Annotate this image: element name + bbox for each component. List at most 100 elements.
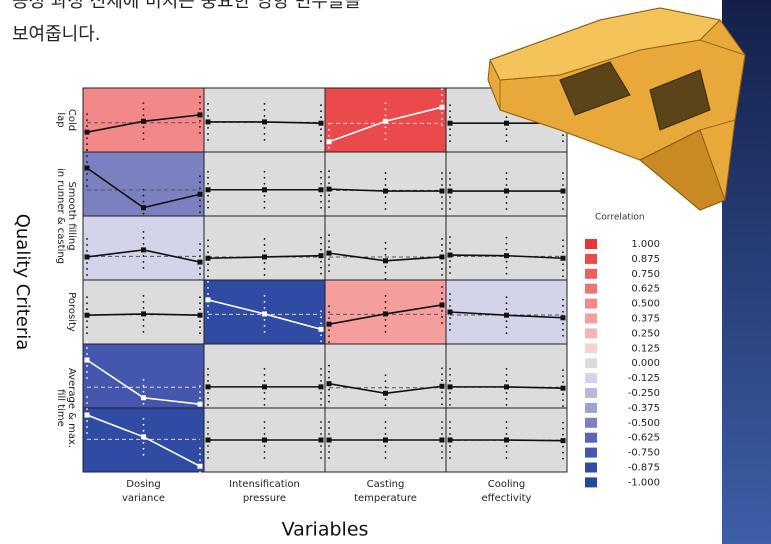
y-axis-label: Quality Criteria — [12, 214, 33, 351]
sample-dot — [207, 115, 209, 117]
sample-dot — [143, 307, 145, 309]
sample-dot — [264, 238, 266, 240]
sample-dot — [449, 116, 451, 118]
sample-dot — [207, 127, 209, 129]
sample-dot — [328, 135, 330, 137]
sample-dot — [143, 201, 145, 203]
sample-dot — [143, 301, 145, 303]
effect-point — [327, 381, 332, 386]
effect-point — [561, 315, 566, 320]
sample-dot — [449, 202, 451, 204]
sample-dot — [143, 138, 145, 140]
sample-dot — [320, 237, 322, 239]
page: 공정 과정 전체에 미치는 중요한 영향 변수들을 보여줍니다. Coldlap… — [0, 0, 771, 544]
sample-dot — [143, 243, 145, 245]
effect-point — [206, 384, 211, 389]
effect-point — [448, 438, 453, 443]
sample-dot — [449, 196, 451, 198]
sample-dot — [385, 433, 387, 435]
sample-dot — [385, 126, 387, 128]
sample-dot — [264, 171, 266, 173]
effect-point — [448, 189, 453, 194]
sample-dot — [320, 316, 322, 318]
legend-title: Correlation — [595, 213, 645, 223]
legend-swatch — [585, 448, 597, 458]
sample-dot — [562, 208, 564, 210]
sample-dot — [86, 365, 88, 367]
sample-dot — [328, 206, 330, 208]
sample-dot — [86, 296, 88, 298]
legend-swatch — [585, 269, 597, 279]
sample-dot — [199, 385, 201, 387]
sample-dot — [143, 267, 145, 269]
sample-dot — [506, 202, 508, 204]
sample-dot — [207, 433, 209, 435]
sample-dot — [320, 183, 322, 185]
sample-dot — [320, 195, 322, 197]
sample-dot — [449, 172, 451, 174]
effect-point — [327, 438, 332, 443]
sample-dot — [320, 110, 322, 112]
effect-point — [440, 189, 445, 194]
sample-dot — [207, 451, 209, 453]
legend-label: -0.875 — [628, 463, 660, 474]
sample-dot — [143, 255, 145, 257]
effect-point — [262, 384, 267, 389]
sample-dot — [385, 386, 387, 388]
sample-dot — [199, 302, 201, 304]
sample-dot — [385, 178, 387, 180]
effect-point — [141, 395, 146, 400]
effect-point — [319, 253, 324, 258]
row-label: Smooth filling — [66, 181, 77, 250]
effect-point — [327, 187, 332, 192]
sample-dot — [441, 367, 443, 369]
sample-dot — [506, 421, 508, 423]
sample-dot — [264, 295, 266, 297]
sample-dot — [506, 237, 508, 239]
sample-dot — [320, 445, 322, 447]
sample-dot — [385, 445, 387, 447]
effect-point — [206, 297, 211, 302]
sample-dot — [328, 427, 330, 429]
sample-dot — [199, 459, 201, 461]
sample-dot — [562, 458, 564, 460]
sample-dot — [562, 196, 564, 198]
sample-dot — [207, 368, 209, 370]
sample-dot — [562, 239, 564, 241]
sample-dot — [264, 207, 266, 209]
sample-dot — [449, 392, 451, 394]
column-label: Dosing — [126, 479, 161, 490]
sample-dot — [328, 389, 330, 391]
sample-dot — [385, 278, 387, 280]
effect-point — [85, 130, 90, 135]
sample-dot — [562, 178, 564, 180]
sample-dot — [441, 445, 443, 447]
sample-dot — [441, 397, 443, 399]
sample-dot — [86, 308, 88, 310]
sample-dot — [199, 205, 201, 207]
sample-dot — [506, 273, 508, 275]
sample-dot — [441, 238, 443, 240]
sample-dot — [441, 178, 443, 180]
sample-dot — [320, 243, 322, 245]
sample-dot — [199, 96, 201, 98]
sample-dot — [506, 267, 508, 269]
effect-point — [440, 254, 445, 259]
effect-point — [504, 438, 509, 443]
effect-point — [504, 121, 509, 126]
sample-dot — [320, 334, 322, 336]
sample-dot — [506, 433, 508, 435]
effect-point — [206, 438, 211, 443]
sample-dot — [86, 371, 88, 373]
sample-dot — [86, 238, 88, 240]
sample-dot — [449, 380, 451, 382]
sample-dot — [328, 445, 330, 447]
sample-dot — [264, 274, 266, 276]
sample-dot — [385, 254, 387, 256]
sample-dot — [506, 320, 508, 322]
effect-point — [141, 434, 146, 439]
sample-dot — [562, 405, 564, 407]
sample-dot — [449, 293, 451, 295]
sample-dot — [328, 176, 330, 178]
sample-dot — [320, 177, 322, 179]
